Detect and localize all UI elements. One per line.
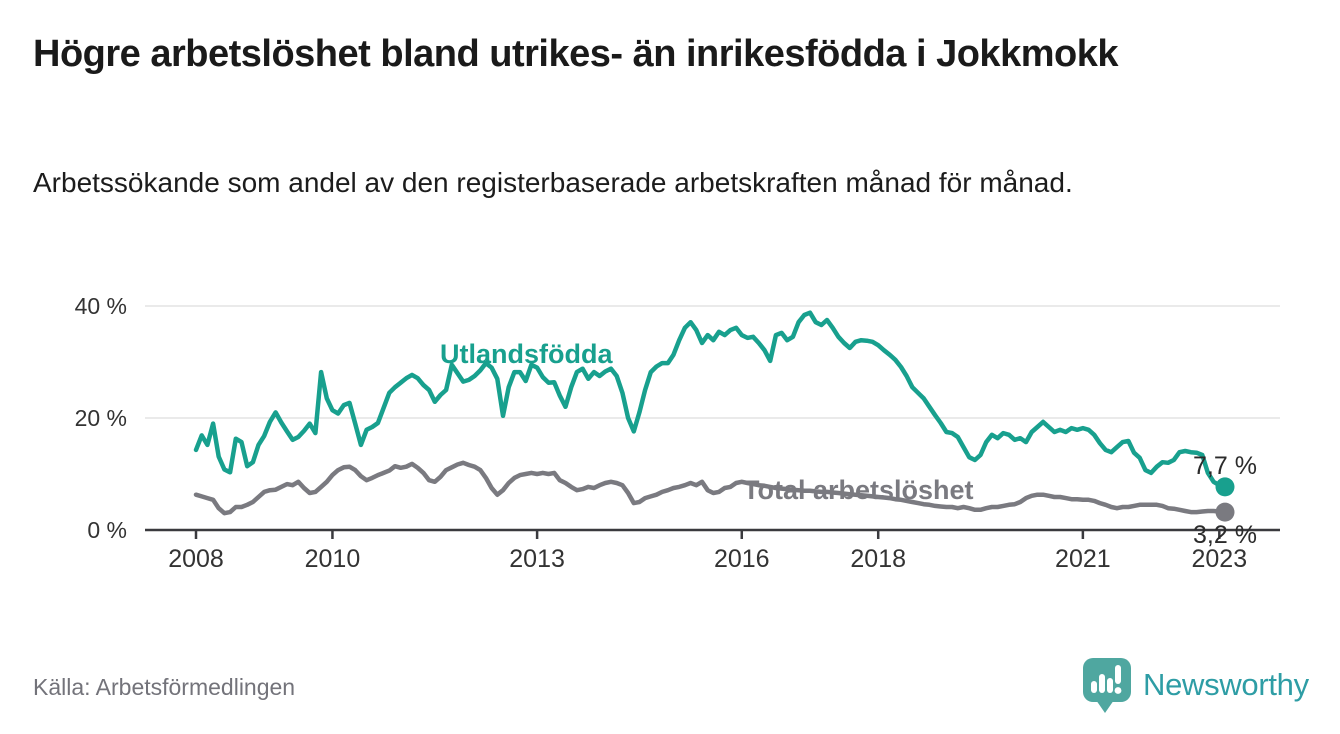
- x-tick-label: 2021: [1055, 545, 1111, 573]
- series-line: [193, 310, 1228, 490]
- series-label: Utlandsfödda: [440, 339, 613, 369]
- series-line: [193, 460, 1228, 516]
- x-tick-label: 2010: [305, 545, 361, 573]
- source-text: Källa: Arbetsförmedlingen: [33, 674, 296, 700]
- newsworthy-logo: Newsworthy: [1082, 656, 1309, 714]
- series-end-value: 3,2 %: [1193, 521, 1257, 549]
- x-tick-label: 2018: [850, 545, 906, 573]
- series-end-value: 7,7 %: [1193, 452, 1257, 480]
- x-tick-label: 2023: [1192, 545, 1248, 573]
- y-tick-label: 40 %: [75, 293, 127, 319]
- newsworthy-wordmark: Newsworthy: [1143, 667, 1309, 702]
- x-tick-label: 2016: [714, 545, 770, 573]
- series-end-dot: [1215, 477, 1235, 497]
- series-label: Total arbetslöshet: [743, 475, 974, 505]
- series-end-dot: [1215, 502, 1235, 522]
- y-tick-label: 20 %: [75, 405, 127, 431]
- newsworthy-icon: [1083, 657, 1131, 713]
- x-tick-label: 2008: [168, 545, 224, 573]
- chart-title: Högre arbetslöshet bland utrikes- än inr…: [33, 33, 1118, 75]
- x-tick-label: 2013: [509, 545, 565, 573]
- y-tick-label: 0 %: [87, 517, 127, 543]
- chart-subtitle: Arbetssökande som andel av den registerb…: [33, 167, 1073, 198]
